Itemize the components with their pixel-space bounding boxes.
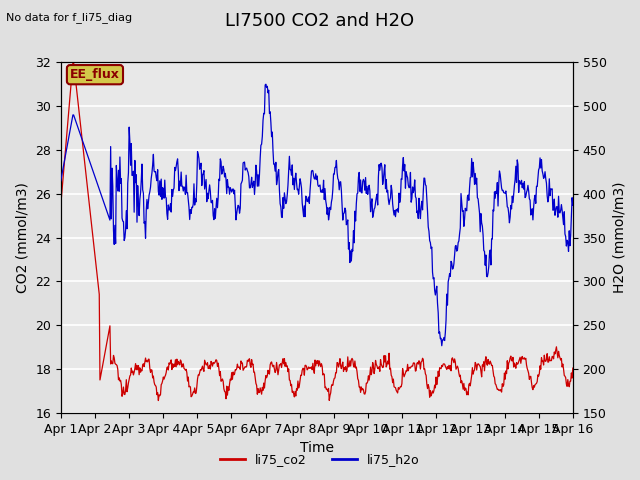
Legend: li75_co2, li75_h2o: li75_co2, li75_h2o xyxy=(215,448,425,471)
Text: EE_flux: EE_flux xyxy=(70,68,120,81)
Text: LI7500 CO2 and H2O: LI7500 CO2 and H2O xyxy=(225,12,415,30)
Y-axis label: H2O (mmol/m3): H2O (mmol/m3) xyxy=(612,182,626,293)
Text: No data for f_li75_diag: No data for f_li75_diag xyxy=(6,12,132,23)
X-axis label: Time: Time xyxy=(300,441,334,455)
Y-axis label: CO2 (mmol/m3): CO2 (mmol/m3) xyxy=(15,182,29,293)
